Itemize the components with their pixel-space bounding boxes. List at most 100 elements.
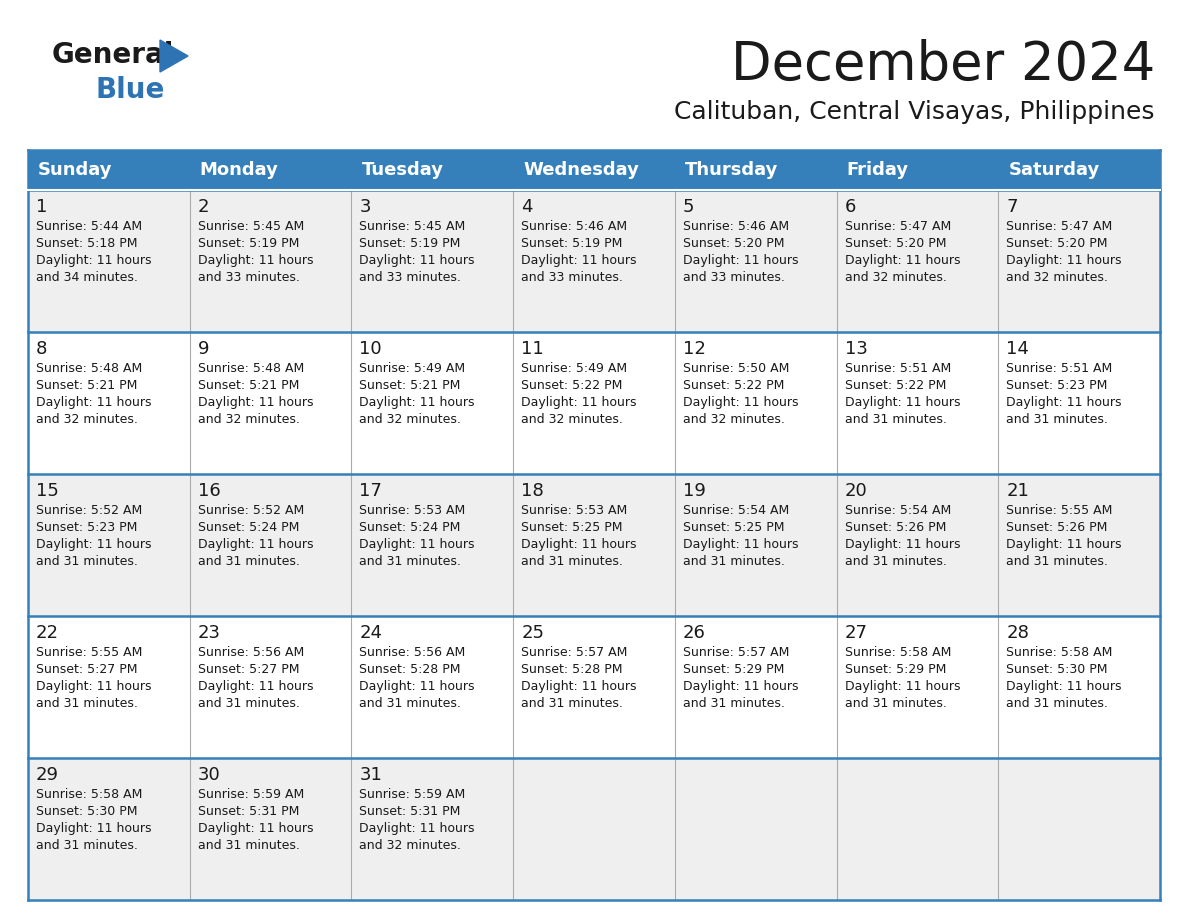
Text: and 31 minutes.: and 31 minutes. xyxy=(683,697,785,710)
Text: Sunrise: 5:52 AM: Sunrise: 5:52 AM xyxy=(197,504,304,517)
Text: Sunrise: 5:49 AM: Sunrise: 5:49 AM xyxy=(360,362,466,375)
Text: and 33 minutes.: and 33 minutes. xyxy=(522,271,623,284)
Text: and 32 minutes.: and 32 minutes. xyxy=(683,413,785,426)
Text: Sunrise: 5:58 AM: Sunrise: 5:58 AM xyxy=(845,646,950,659)
Text: Daylight: 11 hours: Daylight: 11 hours xyxy=(845,396,960,409)
Text: Daylight: 11 hours: Daylight: 11 hours xyxy=(360,680,475,693)
Text: Sunset: 5:24 PM: Sunset: 5:24 PM xyxy=(360,521,461,534)
Text: 24: 24 xyxy=(360,624,383,642)
Text: and 31 minutes.: and 31 minutes. xyxy=(522,555,623,568)
Text: Daylight: 11 hours: Daylight: 11 hours xyxy=(522,254,637,267)
Text: 12: 12 xyxy=(683,340,706,358)
Text: December 2024: December 2024 xyxy=(731,39,1155,91)
Text: Calituban, Central Visayas, Philippines: Calituban, Central Visayas, Philippines xyxy=(675,100,1155,124)
Text: Sunset: 5:19 PM: Sunset: 5:19 PM xyxy=(522,237,623,250)
Text: 15: 15 xyxy=(36,482,59,500)
Text: Thursday: Thursday xyxy=(684,161,778,179)
Text: Daylight: 11 hours: Daylight: 11 hours xyxy=(683,538,798,551)
Bar xyxy=(513,150,675,190)
Text: Daylight: 11 hours: Daylight: 11 hours xyxy=(845,254,960,267)
Text: and 31 minutes.: and 31 minutes. xyxy=(1006,697,1108,710)
Text: Sunset: 5:28 PM: Sunset: 5:28 PM xyxy=(522,663,623,676)
Text: and 32 minutes.: and 32 minutes. xyxy=(360,413,461,426)
Text: Daylight: 11 hours: Daylight: 11 hours xyxy=(683,396,798,409)
Bar xyxy=(29,190,1159,332)
Text: Daylight: 11 hours: Daylight: 11 hours xyxy=(360,538,475,551)
Text: Saturday: Saturday xyxy=(1009,161,1100,179)
Text: and 32 minutes.: and 32 minutes. xyxy=(1006,271,1108,284)
Text: and 32 minutes.: and 32 minutes. xyxy=(197,413,299,426)
Text: Daylight: 11 hours: Daylight: 11 hours xyxy=(36,254,152,267)
Text: and 31 minutes.: and 31 minutes. xyxy=(1006,555,1108,568)
Text: 4: 4 xyxy=(522,198,532,216)
Text: and 31 minutes.: and 31 minutes. xyxy=(36,839,138,852)
Text: Daylight: 11 hours: Daylight: 11 hours xyxy=(360,396,475,409)
Bar xyxy=(836,150,998,190)
Text: Daylight: 11 hours: Daylight: 11 hours xyxy=(845,538,960,551)
Bar xyxy=(29,474,1159,616)
Text: Sunset: 5:22 PM: Sunset: 5:22 PM xyxy=(683,379,784,392)
Text: 1: 1 xyxy=(36,198,48,216)
Text: and 31 minutes.: and 31 minutes. xyxy=(197,697,299,710)
Text: and 31 minutes.: and 31 minutes. xyxy=(197,555,299,568)
Text: and 31 minutes.: and 31 minutes. xyxy=(360,697,461,710)
Text: 2: 2 xyxy=(197,198,209,216)
Text: 22: 22 xyxy=(36,624,59,642)
Text: and 33 minutes.: and 33 minutes. xyxy=(683,271,785,284)
Bar xyxy=(29,758,1159,900)
Text: 19: 19 xyxy=(683,482,706,500)
Text: Sunrise: 5:45 AM: Sunrise: 5:45 AM xyxy=(197,220,304,233)
Text: Daylight: 11 hours: Daylight: 11 hours xyxy=(197,396,314,409)
Text: Sunrise: 5:47 AM: Sunrise: 5:47 AM xyxy=(1006,220,1112,233)
Text: and 31 minutes.: and 31 minutes. xyxy=(845,555,947,568)
Text: Sunset: 5:31 PM: Sunset: 5:31 PM xyxy=(197,805,299,818)
Text: Daylight: 11 hours: Daylight: 11 hours xyxy=(360,254,475,267)
Text: 30: 30 xyxy=(197,766,221,784)
Text: Sunset: 5:25 PM: Sunset: 5:25 PM xyxy=(683,521,784,534)
Text: Sunset: 5:19 PM: Sunset: 5:19 PM xyxy=(360,237,461,250)
Text: Sunrise: 5:55 AM: Sunrise: 5:55 AM xyxy=(1006,504,1113,517)
Text: Daylight: 11 hours: Daylight: 11 hours xyxy=(522,538,637,551)
Text: 17: 17 xyxy=(360,482,383,500)
Text: Sunset: 5:23 PM: Sunset: 5:23 PM xyxy=(36,521,138,534)
Text: Sunset: 5:21 PM: Sunset: 5:21 PM xyxy=(360,379,461,392)
Text: Sunrise: 5:56 AM: Sunrise: 5:56 AM xyxy=(197,646,304,659)
Text: Sunrise: 5:52 AM: Sunrise: 5:52 AM xyxy=(36,504,143,517)
Text: 27: 27 xyxy=(845,624,867,642)
Text: Sunrise: 5:55 AM: Sunrise: 5:55 AM xyxy=(36,646,143,659)
Text: 8: 8 xyxy=(36,340,48,358)
Text: Sunday: Sunday xyxy=(38,161,113,179)
Text: and 32 minutes.: and 32 minutes. xyxy=(36,413,138,426)
Text: and 33 minutes.: and 33 minutes. xyxy=(360,271,461,284)
Text: Sunrise: 5:54 AM: Sunrise: 5:54 AM xyxy=(683,504,789,517)
Text: 11: 11 xyxy=(522,340,544,358)
Text: and 34 minutes.: and 34 minutes. xyxy=(36,271,138,284)
Text: Sunset: 5:29 PM: Sunset: 5:29 PM xyxy=(683,663,784,676)
Text: Sunset: 5:30 PM: Sunset: 5:30 PM xyxy=(1006,663,1107,676)
Text: Sunset: 5:26 PM: Sunset: 5:26 PM xyxy=(1006,521,1107,534)
Text: Sunset: 5:23 PM: Sunset: 5:23 PM xyxy=(1006,379,1107,392)
Text: 3: 3 xyxy=(360,198,371,216)
Text: 21: 21 xyxy=(1006,482,1029,500)
Text: Sunset: 5:29 PM: Sunset: 5:29 PM xyxy=(845,663,946,676)
Text: Sunrise: 5:51 AM: Sunrise: 5:51 AM xyxy=(845,362,950,375)
Text: and 31 minutes.: and 31 minutes. xyxy=(845,413,947,426)
Text: Daylight: 11 hours: Daylight: 11 hours xyxy=(1006,538,1121,551)
Text: Sunset: 5:27 PM: Sunset: 5:27 PM xyxy=(197,663,299,676)
Bar xyxy=(29,332,1159,474)
Text: Sunrise: 5:47 AM: Sunrise: 5:47 AM xyxy=(845,220,950,233)
Text: Sunrise: 5:51 AM: Sunrise: 5:51 AM xyxy=(1006,362,1112,375)
Text: 20: 20 xyxy=(845,482,867,500)
Text: Sunrise: 5:59 AM: Sunrise: 5:59 AM xyxy=(360,788,466,801)
Text: 23: 23 xyxy=(197,624,221,642)
Text: Sunrise: 5:59 AM: Sunrise: 5:59 AM xyxy=(197,788,304,801)
Bar xyxy=(29,150,190,190)
Text: Daylight: 11 hours: Daylight: 11 hours xyxy=(197,538,314,551)
Text: and 31 minutes.: and 31 minutes. xyxy=(845,697,947,710)
Text: Sunset: 5:19 PM: Sunset: 5:19 PM xyxy=(197,237,299,250)
Text: and 32 minutes.: and 32 minutes. xyxy=(360,839,461,852)
Text: Daylight: 11 hours: Daylight: 11 hours xyxy=(36,396,152,409)
Text: 28: 28 xyxy=(1006,624,1029,642)
Text: Sunrise: 5:54 AM: Sunrise: 5:54 AM xyxy=(845,504,950,517)
Text: and 31 minutes.: and 31 minutes. xyxy=(1006,413,1108,426)
